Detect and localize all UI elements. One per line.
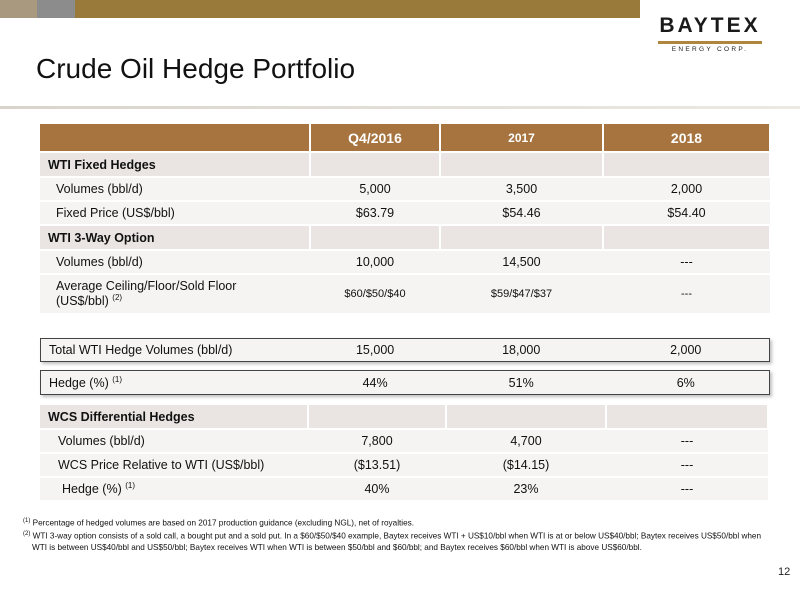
footnote-marker: (2) [23,531,31,537]
table-row: Average Ceiling/Floor/Sold Floor (US$/bb… [40,274,770,315]
row-label: Volumes (bbl/d) [40,177,310,202]
slide-title: Crude Oil Hedge Portfolio [36,53,356,84]
row-label: Volumes (bbl/d) [40,250,310,275]
footnote-ref: (1) [125,481,136,491]
cell-2017: 51% [508,375,534,390]
cell-q4-2016: 44% [362,375,388,390]
section-row-wti-3way: WTI 3-Way Option [40,225,771,251]
cell-2018: --- [606,453,768,478]
cell-2017: ($14.15) [446,453,606,478]
row-label: Fixed Price (US$/bbl) [40,201,310,226]
cell-q4-2016: $63.79 [310,201,440,226]
footnote-ref: (2) [112,293,123,303]
cell-2018: --- [606,477,768,502]
footnote-marker: (1) [23,518,31,524]
table-row: Hedge (%) (1) 40% 23% --- [40,477,768,502]
top-bar-segment-gray [37,0,75,18]
footnote-text: Percentage of hedged volumes are based o… [32,518,415,528]
cell-q4-2016: 10,000 [310,250,440,275]
row-label: WCS Price Relative to WTI (US$/bbl) [40,453,308,478]
table-row: WCS Price Relative to WTI (US$/bbl) ($13… [40,453,768,478]
footnote-text: WTI 3-way option consists of a sold call… [32,531,762,552]
cell-q4-2016: ($13.51) [308,453,446,478]
header-q4-2016: Q4/2016 [310,124,441,153]
cell-2017: 14,500 [440,250,603,275]
cell-2017: $54.46 [440,201,603,226]
logo-subtitle: ENERGY CORP. [671,46,749,53]
cell-2017: 3,500 [440,177,603,202]
cell-2017: 23% [446,477,606,502]
cell-2018: --- [606,429,768,454]
wcs-differential-table: WCS Differential Hedges Volumes (bbl/d) … [40,405,769,502]
baytex-logo: BAYTEX ENERGY CORP. [650,14,770,53]
cell-2017: $59/$47/$37 [440,274,603,315]
section-empty-cell [308,405,447,430]
section-row-wti-fixed: WTI Fixed Hedges [40,152,771,178]
cell-2018: $54.40 [603,201,770,226]
section-row-wcs: WCS Differential Hedges [40,405,769,430]
footnote-ref: (1) [112,374,123,384]
row-label: Hedge (%) (1) [40,477,308,502]
row-label-line2: (US$/bbl) (2) [56,293,302,308]
section-label: WTI Fixed Hedges [40,152,311,178]
cell-2018: --- [603,274,770,315]
table-row: Fixed Price (US$/bbl) $63.79 $54.46 $54.… [40,201,770,226]
cell-2018: 6% [676,375,695,390]
row-label: Hedge (%) (1) [41,375,310,390]
row-label-text: Hedge (%) [49,376,109,391]
total-wti-hedge-volumes-row: Total WTI Hedge Volumes (bbl/d) 15,000 1… [40,338,770,362]
row-label-text: Hedge (%) [62,482,122,497]
cell-2017: 18,000 [502,343,541,357]
table-header-row: Q4/2016 2017 2018 [40,124,771,153]
top-bar-segment-tan [0,0,37,18]
cell-2017: 4,700 [446,429,606,454]
section-empty-cell [603,225,771,251]
cell-2018: 2,000 [603,177,770,202]
row-label-line2-text: (US$/bbl) [56,294,109,309]
wti-hedge-table: Q4/2016 2017 2018 WTI Fixed Hedges Volum… [40,124,771,315]
section-empty-cell [446,405,607,430]
footnote-2: (2) WTI 3-way option consists of a sold … [23,529,773,553]
page-number: 12 [778,566,791,578]
hedge-percent-row: Hedge (%) (1) 44% 51% 6% [40,370,770,395]
cell-q4-2016: 15,000 [355,343,395,357]
section-empty-cell [440,225,604,251]
cell-q4-2016: 5,000 [310,177,440,202]
cell-q4-2016: 7,800 [308,429,446,454]
header-2018: 2018 [603,124,771,153]
table-row: Volumes (bbl/d) 10,000 14,500 --- [40,250,770,275]
footnote-1: (1) Percentage of hedged volumes are bas… [23,516,773,529]
cell-2018: --- [603,250,770,275]
section-label: WTI 3-Way Option [40,225,311,251]
top-bar-segment-gold [75,0,640,18]
cell-2018: 2,000 [670,343,702,357]
logo-rule [658,41,762,44]
section-empty-cell [606,405,769,430]
table-row: Volumes (bbl/d) 5,000 3,500 2,000 [40,177,770,202]
table-row: Volumes (bbl/d) 7,800 4,700 --- [40,429,768,454]
section-empty-cell [310,225,441,251]
section-empty-cell [310,152,441,178]
logo-wordmark: BAYTEX [659,14,761,37]
header-empty-cell [40,124,311,153]
section-label: WCS Differential Hedges [40,405,309,430]
row-label: Volumes (bbl/d) [40,429,308,454]
row-label: Average Ceiling/Floor/Sold Floor (US$/bb… [40,274,310,315]
cell-q4-2016: 40% [308,477,446,502]
section-empty-cell [440,152,604,178]
title-divider [0,106,800,109]
row-label: Total WTI Hedge Volumes (bbl/d) [49,343,233,357]
top-color-bar [0,0,640,18]
section-empty-cell [603,152,771,178]
row-label-line1: Average Ceiling/Floor/Sold Floor [56,279,237,294]
cell-q4-2016: $60/$50/$40 [310,274,440,315]
header-2017: 2017 [440,124,604,153]
